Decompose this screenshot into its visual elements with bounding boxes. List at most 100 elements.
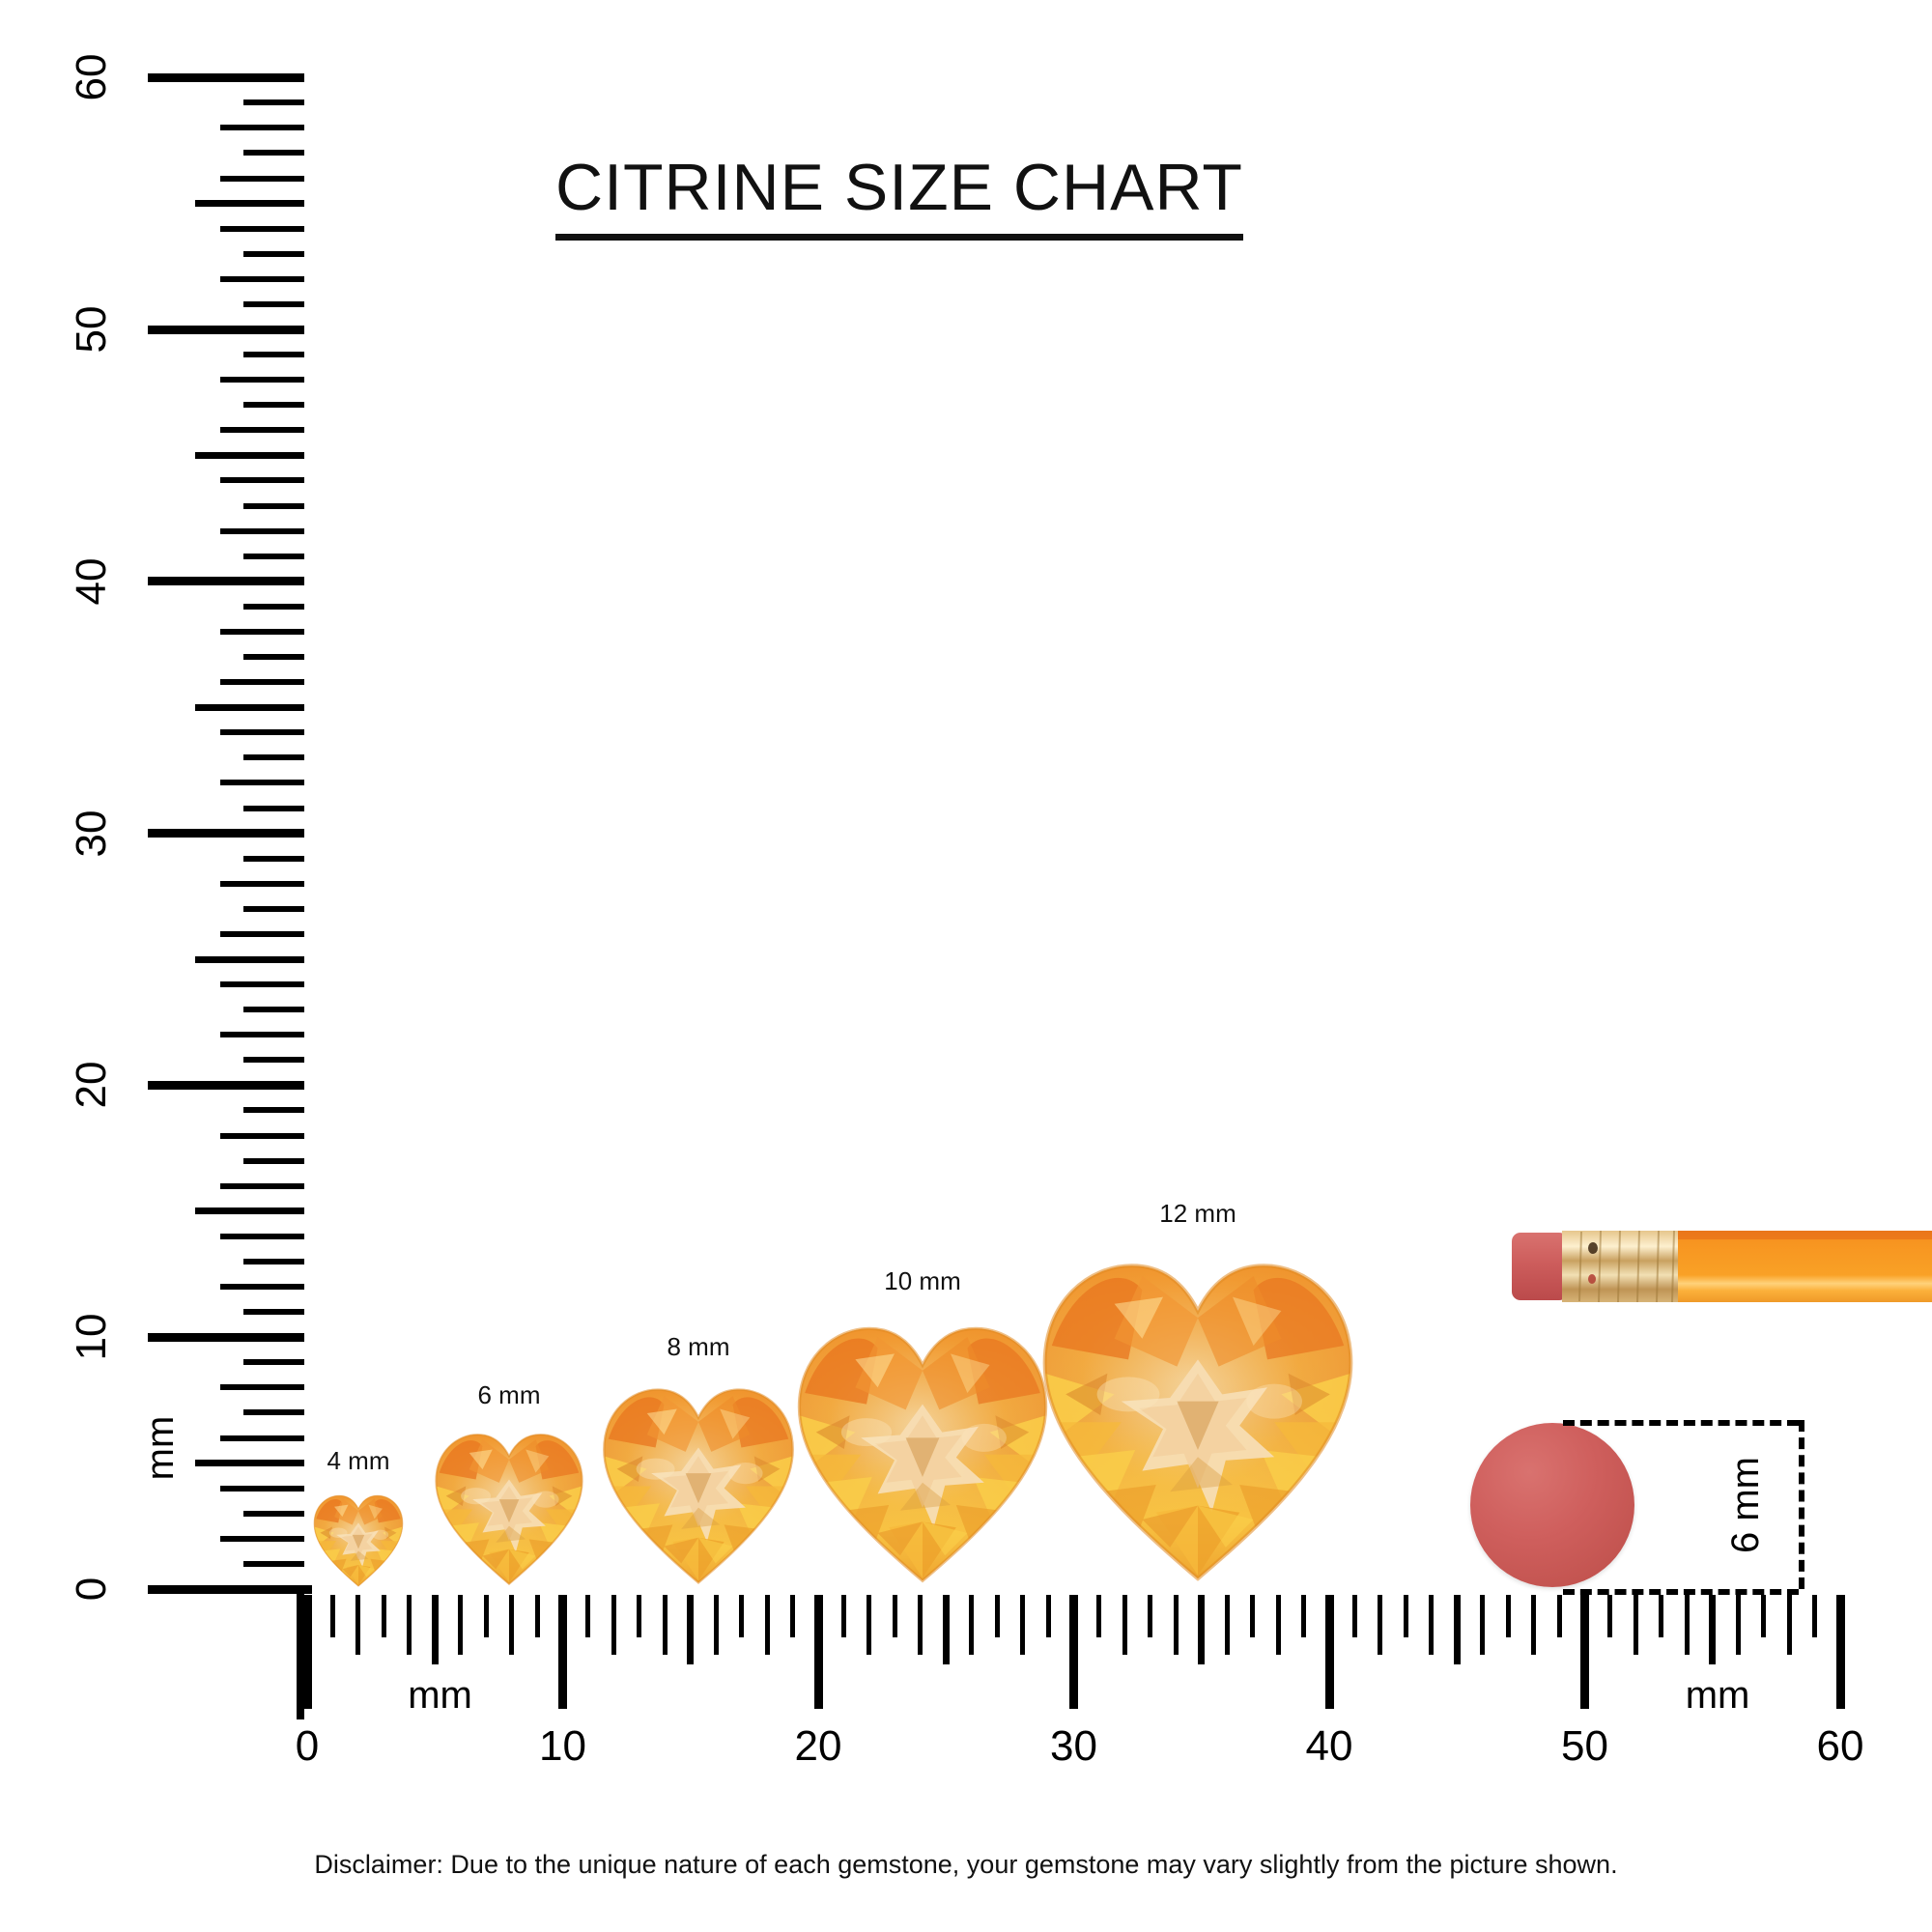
horizontal-ruler-minor-tick: [458, 1595, 464, 1655]
vertical-ruler-minor-tick: [243, 1258, 304, 1264]
gemstone-10mm[interactable]: 10 mm: [782, 1266, 1063, 1589]
horizontal-ruler-minor-tick: [918, 1595, 923, 1655]
vertical-ruler-minor-tick: [220, 175, 304, 182]
vertical-ruler-minor-tick: [220, 1132, 304, 1139]
vertical-ruler-minor-tick: [243, 99, 304, 106]
vertical-ruler-minor-tick: [220, 628, 304, 635]
horizontal-ruler-minor-tick: [764, 1595, 770, 1655]
horizontal-ruler-minor-tick: [585, 1595, 591, 1637]
horizontal-ruler-label: 0: [295, 1722, 320, 1770]
horizontal-ruler-unit-label-right: mm: [1685, 1674, 1750, 1717]
gemstone-size-label: 4 mm: [327, 1446, 390, 1475]
gemstone-12mm[interactable]: 12 mm: [1024, 1199, 1372, 1589]
dimension-line-right: [1799, 1420, 1804, 1589]
vertical-ruler-label: 40: [68, 557, 115, 606]
vertical-ruler-minor-tick: [220, 527, 304, 534]
horizontal-ruler-minor-tick: [1020, 1595, 1026, 1655]
vertical-ruler-minor-tick: [243, 1359, 304, 1366]
horizontal-ruler-minor-tick: [1250, 1595, 1256, 1637]
vertical-ruler-major-tick: [148, 1332, 304, 1342]
horizontal-ruler-minor-tick: [867, 1595, 872, 1655]
horizontal-ruler-minor-tick: [1403, 1595, 1408, 1637]
vertical-ruler-major-tick: [148, 325, 304, 334]
page-title: CITRINE SIZE CHART: [555, 155, 1243, 241]
horizontal-ruler-minor-tick: [1224, 1595, 1230, 1655]
page-title-text: CITRINE SIZE CHART: [555, 151, 1243, 224]
gemstone-size-label: 6 mm: [477, 1380, 541, 1409]
vertical-ruler-minor-tick: [220, 729, 304, 736]
reference-dimension-label: 6 mm: [1724, 1456, 1767, 1553]
vertical-ruler-minor-tick: [220, 679, 304, 686]
horizontal-ruler-mid-tick: [431, 1595, 439, 1664]
horizontal-ruler-minor-tick: [1761, 1595, 1767, 1637]
vertical-ruler-minor-tick: [243, 553, 304, 559]
vertical-ruler-minor-tick: [220, 1435, 304, 1441]
vertical-ruler-minor-tick: [220, 427, 304, 434]
gemstone-4mm[interactable]: 4 mm: [308, 1446, 409, 1589]
vertical-ruler-minor-tick: [243, 603, 304, 610]
horizontal-ruler-minor-tick: [840, 1595, 846, 1637]
horizontal-ruler-major-tick: [1324, 1595, 1334, 1709]
vertical-ruler-minor-tick: [220, 1535, 304, 1542]
gem-svg: [313, 1494, 404, 1587]
gemstone-8mm[interactable]: 8 mm: [591, 1332, 806, 1589]
gemstone-size-label: 8 mm: [667, 1332, 730, 1361]
horizontal-ruler-minor-tick: [1505, 1595, 1511, 1637]
horizontal-ruler-minor-tick: [662, 1595, 668, 1655]
horizontal-ruler-minor-tick: [611, 1595, 616, 1655]
vertical-ruler-minor-tick: [243, 1007, 304, 1013]
horizontal-ruler-minor-tick: [1812, 1595, 1818, 1637]
horizontal-ruler-major-tick: [813, 1595, 823, 1709]
horizontal-ruler-major-tick: [1069, 1595, 1078, 1709]
horizontal-ruler-minor-tick: [969, 1595, 975, 1655]
gemstone-image: [1024, 1241, 1372, 1594]
gemstone-image: [426, 1423, 592, 1594]
horizontal-ruler-label: 20: [794, 1722, 842, 1770]
horizontal-ruler-label: 50: [1561, 1722, 1608, 1770]
vertical-ruler-minor-tick: [220, 125, 304, 131]
horizontal-ruler-mid-tick: [1709, 1595, 1717, 1664]
gem-svg: [797, 1326, 1048, 1583]
horizontal-ruler-minor-tick: [637, 1595, 642, 1637]
horizontal-ruler-label: 30: [1050, 1722, 1097, 1770]
horizontal-ruler-minor-tick: [483, 1595, 489, 1637]
gemstone-6mm[interactable]: 6 mm: [426, 1380, 592, 1589]
vertical-ruler-label: 50: [68, 305, 115, 354]
vertical-ruler-minor-tick: [220, 930, 304, 937]
horizontal-ruler-minor-tick: [1351, 1595, 1357, 1637]
horizontal-ruler-baseline: [148, 1585, 312, 1594]
vertical-ruler-minor-tick: [243, 402, 304, 409]
horizontal-ruler-minor-tick: [1045, 1595, 1051, 1637]
gemstone-image: [308, 1489, 409, 1594]
title-underline: [555, 234, 1243, 241]
horizontal-ruler-minor-tick: [1378, 1595, 1383, 1655]
horizontal-ruler-mid-tick: [942, 1595, 950, 1664]
horizontal-ruler-minor-tick: [1659, 1595, 1664, 1637]
vertical-ruler-mid-tick: [195, 200, 304, 208]
vertical-ruler-label: 20: [68, 1061, 115, 1109]
vertical-ruler-mid-tick: [195, 955, 304, 963]
vertical-ruler-minor-tick: [243, 855, 304, 862]
horizontal-ruler-minor-tick: [713, 1595, 719, 1655]
horizontal-ruler-mid-tick: [687, 1595, 695, 1664]
dimension-line-bottom: [1563, 1589, 1799, 1595]
horizontal-ruler-minor-tick: [1735, 1595, 1741, 1655]
horizontal-ruler-minor-tick: [1173, 1595, 1179, 1655]
vertical-ruler-minor-tick: [220, 225, 304, 232]
pencil-reference: [1512, 1229, 1932, 1304]
vertical-ruler-label: 30: [68, 810, 115, 858]
horizontal-ruler-minor-tick: [1096, 1595, 1102, 1637]
horizontal-ruler-minor-tick: [994, 1595, 1000, 1637]
gemstone-image: [782, 1309, 1063, 1594]
gem-svg: [435, 1434, 583, 1586]
horizontal-ruler-unit-label-left: mm: [408, 1674, 472, 1717]
vertical-ruler-minor-tick: [243, 1510, 304, 1517]
vertical-ruler-major-tick: [148, 72, 304, 82]
horizontal-ruler-mid-tick: [1198, 1595, 1206, 1664]
horizontal-ruler-minor-tick: [790, 1595, 796, 1637]
horizontal-ruler-major-tick: [1580, 1595, 1589, 1709]
gemstone-size-label: 12 mm: [1159, 1199, 1236, 1228]
horizontal-ruler-label: 40: [1305, 1722, 1353, 1770]
vertical-ruler-minor-tick: [220, 377, 304, 384]
horizontal-ruler-minor-tick: [1275, 1595, 1281, 1655]
